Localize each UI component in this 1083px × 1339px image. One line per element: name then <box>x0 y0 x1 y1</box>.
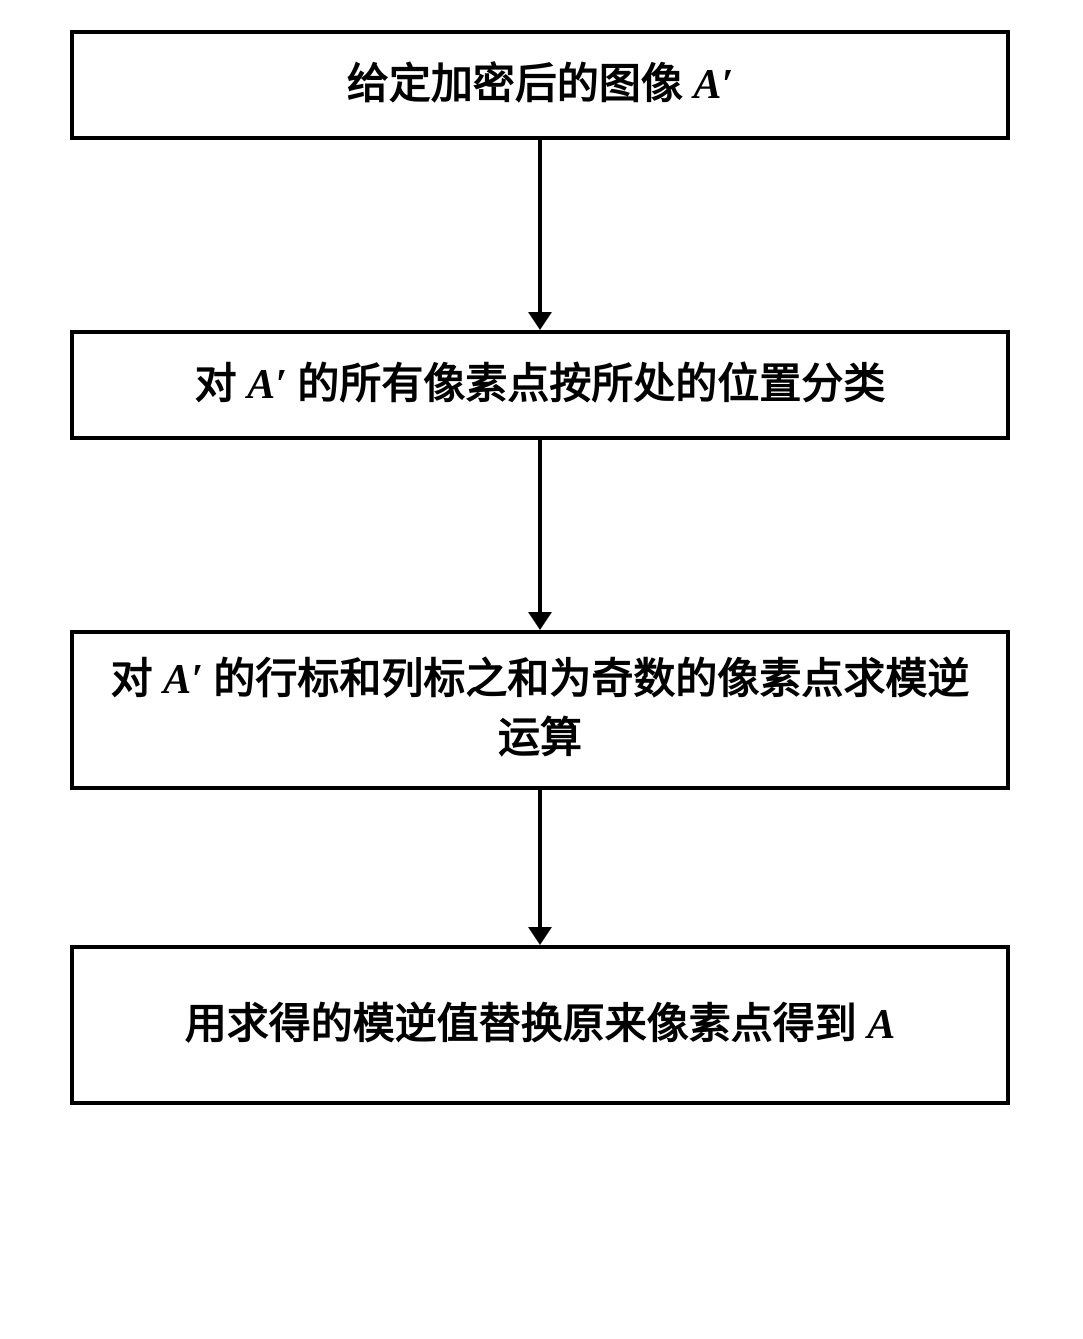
flowchart-node-2: 对 A′ 的所有像素点按所处的位置分类 <box>70 330 1010 440</box>
arrow-3 <box>528 790 552 945</box>
arrow-head <box>528 612 552 630</box>
arrow-line <box>538 140 542 312</box>
flowchart-container: 给定加密后的图像 A′ 对 A′ 的所有像素点按所处的位置分类 对 A′ 的行标… <box>70 30 1010 1105</box>
node3-text: 对 A′ 的行标和列标之和为奇数的像素点求模逆运算 <box>94 651 986 769</box>
arrow-2 <box>528 440 552 630</box>
node1-text: 给定加密后的图像 A′ <box>347 56 733 115</box>
node4-text: 用求得的模逆值替换原来像素点得到 A <box>185 996 896 1055</box>
arrow-1 <box>528 140 552 330</box>
arrow-line <box>538 790 542 927</box>
node2-text: 对 A′ 的所有像素点按所处的位置分类 <box>195 356 886 415</box>
arrow-head <box>528 927 552 945</box>
flowchart-node-1: 给定加密后的图像 A′ <box>70 30 1010 140</box>
flowchart-node-4: 用求得的模逆值替换原来像素点得到 A <box>70 945 1010 1105</box>
arrow-head <box>528 312 552 330</box>
arrow-line <box>538 440 542 612</box>
flowchart-node-3: 对 A′ 的行标和列标之和为奇数的像素点求模逆运算 <box>70 630 1010 790</box>
